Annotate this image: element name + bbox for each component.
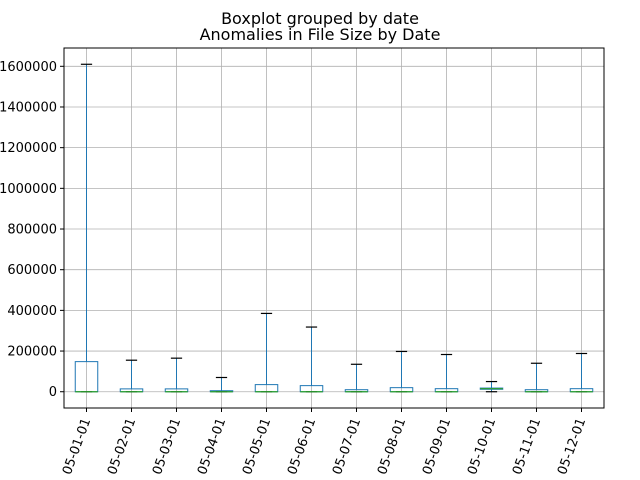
x-tick-label: 05-03-01: [150, 416, 184, 477]
chart-title: Anomalies in File Size by Date: [200, 25, 441, 44]
x-tick-label: 05-01-01: [60, 416, 94, 477]
y-tick-label: 1600000: [0, 60, 57, 75]
x-axis-ticks: 05-01-01 05-02-01 05-03-01 05-04-01 05-05-01…: [60, 408, 589, 477]
x-tick-label: 05-04-01: [195, 416, 229, 477]
y-tick-label: 400000: [7, 304, 57, 319]
plot-frame: [63, 47, 605, 409]
x-tick-label: 05-02-01: [105, 416, 139, 477]
y-axis-ticks: 0 200000 400000 600000 800000 1000000 1200000 1…: [0, 60, 64, 400]
chart-suptitle: Boxplot grouped by date: [221, 9, 419, 28]
x-tick-label: 05-11-01: [510, 416, 544, 477]
x-tick-label: 05-06-01: [285, 416, 319, 477]
y-tick-label: 600000: [7, 263, 57, 278]
grid-lines: [64, 48, 604, 408]
x-tick-label: 05-05-01: [240, 416, 274, 477]
y-tick-label: 200000: [7, 345, 57, 360]
y-tick-label: 1000000: [0, 182, 57, 197]
x-tick-label: 05-10-01: [465, 416, 499, 477]
x-tick-label: 05-08-01: [375, 416, 409, 477]
box-series: [74, 63, 594, 393]
y-tick-label: 1200000: [0, 141, 57, 156]
y-tick-label: 800000: [7, 223, 57, 238]
x-tick-label: 05-12-01: [555, 416, 589, 477]
x-tick-label: 05-07-01: [330, 416, 364, 477]
y-tick-label: 0: [49, 385, 57, 400]
y-tick-label: 1400000: [0, 100, 57, 115]
x-tick-label: 05-09-01: [420, 416, 454, 477]
